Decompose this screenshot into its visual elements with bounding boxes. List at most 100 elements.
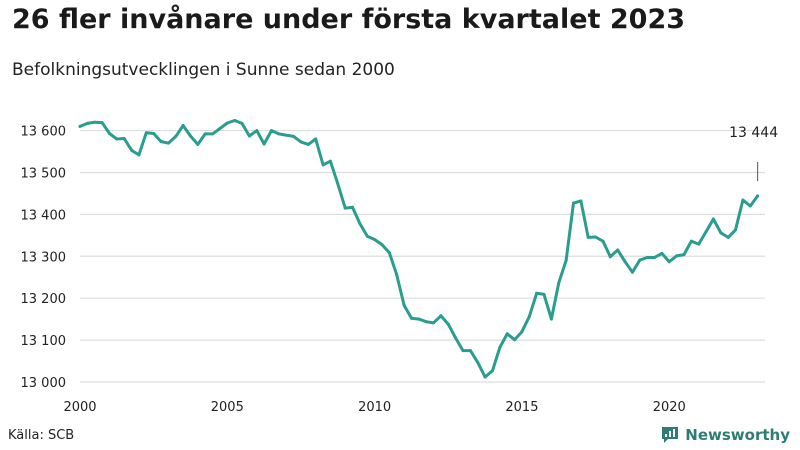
data-point: [675, 254, 679, 258]
data-point: [454, 336, 458, 340]
data-point: [380, 243, 384, 247]
data-point: [726, 235, 730, 239]
data-point: [262, 142, 266, 146]
x-tick-label: 2020: [653, 400, 686, 415]
data-point: [410, 316, 413, 320]
data-point: [240, 121, 244, 125]
data-point: [542, 292, 546, 296]
data-point: [549, 317, 553, 321]
data-point: [734, 228, 737, 232]
data-point: [189, 134, 192, 138]
x-tick-label: 2015: [505, 400, 538, 415]
data-point: [395, 273, 399, 277]
data-point: [689, 239, 693, 243]
data-point: [137, 153, 141, 157]
data-point: [166, 141, 170, 145]
data-point: [365, 234, 369, 238]
data-point: [498, 346, 502, 350]
data-point: [255, 129, 259, 133]
x-tick-label: 2010: [358, 400, 391, 415]
data-point: [277, 132, 281, 136]
newsworthy-logo-icon: [662, 427, 679, 443]
data-point: [115, 137, 119, 141]
data-point: [601, 239, 605, 243]
brand-name: Newsworthy: [685, 426, 790, 444]
y-tick-label: 13 600: [21, 125, 67, 140]
data-point: [476, 360, 480, 364]
data-point: [468, 349, 472, 353]
data-point: [336, 182, 340, 186]
chart-subtitle: Befolkningsutvecklingen i Sunne sedan 20…: [12, 60, 395, 80]
source-label: Källa: SCB: [8, 428, 75, 443]
data-point: [741, 198, 745, 202]
chart-title: 26 fler invånare under första kvartalet …: [12, 4, 686, 35]
data-point: [358, 222, 362, 226]
brand-logo: Newsworthy: [660, 425, 790, 445]
data-point: [270, 129, 273, 133]
data-point: [321, 163, 325, 167]
data-point: [461, 349, 465, 353]
data-point: [505, 332, 509, 336]
data-point: [667, 260, 671, 264]
data-point: [424, 320, 428, 324]
data-point: [417, 317, 421, 321]
data-point: [557, 281, 561, 285]
data-point: [284, 133, 288, 137]
data-point: [711, 217, 715, 221]
data-point: [387, 251, 391, 255]
data-point: [292, 134, 296, 138]
data-point: [196, 142, 200, 146]
data-point: [211, 132, 215, 136]
data-point: [572, 201, 575, 205]
data-point: [93, 120, 97, 124]
data-point: [78, 124, 82, 128]
data-point: [108, 132, 111, 135]
y-tick-label: 13 300: [21, 250, 67, 265]
data-point: [130, 148, 134, 152]
data-point: [306, 142, 310, 146]
data-point: [402, 303, 406, 307]
data-point: [608, 255, 612, 259]
x-tick-label: 2005: [211, 400, 244, 415]
y-tick-label: 13 000: [21, 376, 67, 391]
y-tick-label: 13 200: [21, 292, 67, 307]
data-point: [247, 134, 251, 138]
data-point: [660, 251, 664, 255]
data-point: [535, 291, 539, 295]
data-point: [218, 127, 222, 130]
data-point: [682, 253, 686, 257]
data-point: [439, 314, 443, 318]
data-point: [432, 321, 435, 325]
data-point: [719, 231, 723, 235]
data-point: [527, 315, 531, 319]
annotation-label: 13 444: [729, 125, 778, 141]
y-tick-label: 13 400: [21, 208, 67, 223]
data-point: [653, 256, 656, 259]
data-point: [616, 248, 620, 252]
data-point: [697, 242, 701, 246]
data-point: [756, 194, 760, 198]
data-point: [314, 137, 318, 141]
data-point: [520, 330, 524, 334]
data-point: [513, 338, 517, 342]
data-point: [645, 256, 649, 259]
data-point: [748, 204, 752, 208]
y-tick-label: 13 500: [21, 166, 67, 181]
data-point: [159, 140, 163, 143]
data-point: [704, 230, 708, 234]
data-point: [594, 235, 598, 239]
data-point: [85, 121, 89, 125]
data-point: [586, 235, 590, 239]
data-point: [299, 140, 303, 144]
data-point: [483, 375, 487, 379]
data-point: [343, 206, 347, 210]
data-point: [446, 322, 450, 326]
data-point: [152, 132, 156, 135]
data-point: [630, 270, 634, 274]
data-point: [174, 134, 178, 138]
y-tick-label: 13 100: [21, 334, 67, 349]
data-point: [623, 260, 627, 264]
data-point: [638, 258, 642, 262]
data-point: [122, 137, 126, 140]
